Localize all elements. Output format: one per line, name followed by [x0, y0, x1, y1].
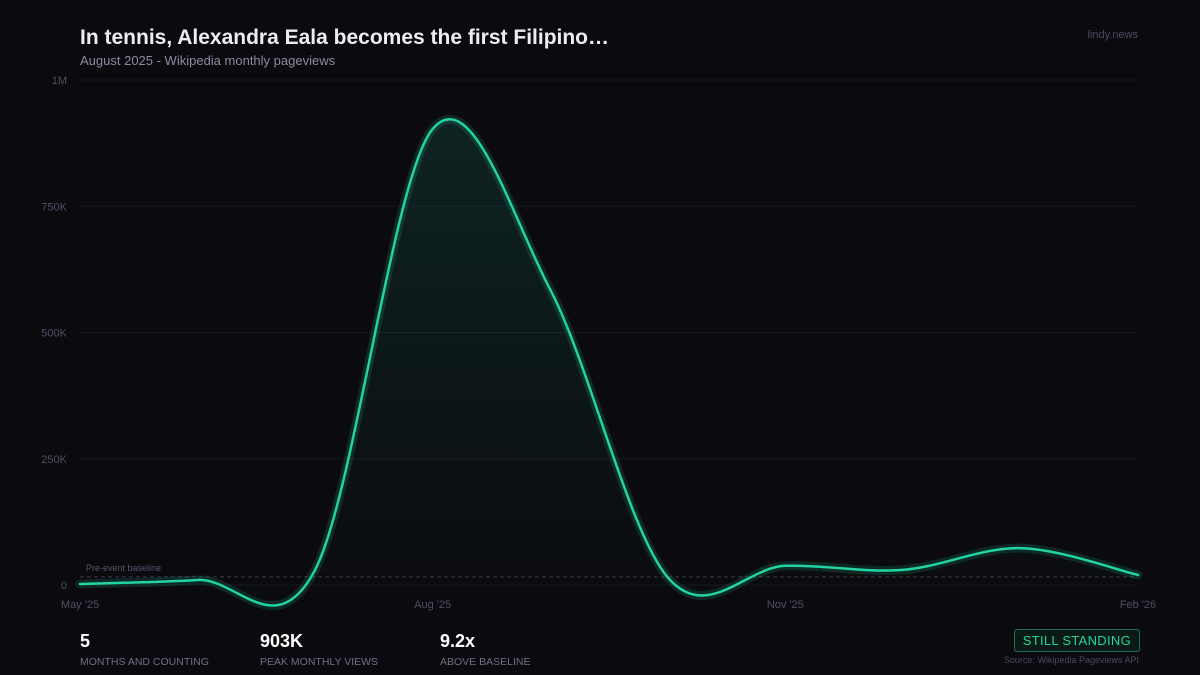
- stat-label: PEAK MONTHLY VIEWS: [260, 656, 379, 668]
- y-tick-label: 1M: [52, 75, 67, 87]
- y-tick-label: 250K: [41, 454, 67, 466]
- brand-label[interactable]: lindy.news: [1087, 29, 1138, 41]
- y-tick-label: 500K: [41, 328, 67, 340]
- stat-value: 903K: [260, 631, 304, 651]
- stat-value: 9.2x: [440, 631, 476, 651]
- stat-value: 5: [80, 631, 91, 651]
- series-line: [78, 118, 1140, 607]
- stat-label: ABOVE BASELINE: [440, 656, 531, 668]
- stat-label: MONTHS AND COUNTING: [80, 656, 209, 668]
- stat-months: 5 MONTHS AND COUNTING: [80, 631, 209, 668]
- chart-title: In tennis, Alexandra Eala becomes the fi…: [80, 26, 610, 49]
- area-fill: [80, 119, 1138, 606]
- baseline-label: Pre-event baseline: [86, 563, 161, 573]
- status-badge: STILL STANDING: [1013, 629, 1140, 652]
- x-tick-label: Nov '25: [767, 599, 804, 611]
- y-tick-label: 750K: [41, 201, 67, 213]
- stat-baseline-multiple: 9.2x ABOVE BASELINE: [440, 631, 530, 668]
- x-tick-label: Aug '25: [414, 599, 451, 611]
- y-tick-label: 0: [61, 580, 67, 592]
- chart-subtitle: August 2025 - Wikipedia monthly pageview…: [80, 53, 336, 68]
- x-tick-label: Feb '26: [1120, 599, 1156, 611]
- source-note: Source: Wikipedia Pageviews API: [1003, 655, 1139, 665]
- stat-peak: 903K PEAK MONTHLY VIEWS: [260, 631, 378, 668]
- x-tick-label: May '25: [61, 599, 99, 611]
